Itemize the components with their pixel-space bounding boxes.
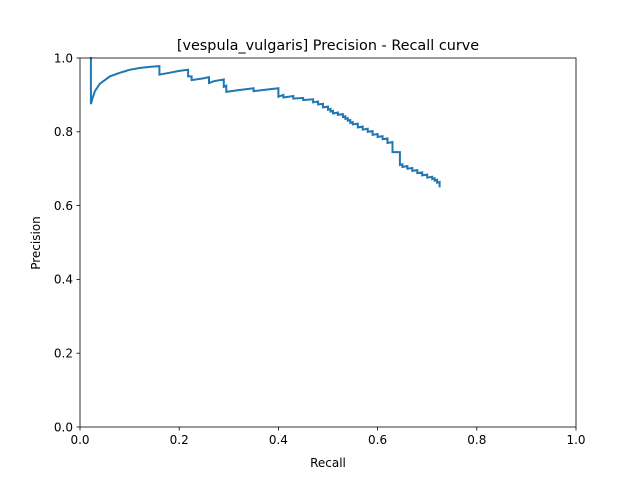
chart-title: [vespula_vulgaris] Precision - Recall cu… [177, 38, 479, 54]
y-tick-label: 0.6 [54, 199, 73, 213]
y-axis-label: Precision [29, 216, 43, 270]
y-axis-ticks: 0.0 0.2 0.4 0.6 0.8 1.0 [54, 51, 80, 434]
y-tick-label: 1.0 [54, 51, 73, 65]
y-tick-label: 0.8 [54, 125, 73, 139]
axes-frame [79, 57, 577, 428]
x-tick-label: 0.2 [170, 433, 189, 447]
x-tick-label: 0.6 [368, 433, 387, 447]
x-tick-label: 0.4 [269, 433, 288, 447]
x-axis-label: Recall [310, 456, 346, 470]
x-tick-label: 0.0 [70, 433, 89, 447]
plot-area [79, 57, 577, 428]
x-axis-ticks: 0.0 0.2 0.4 0.6 0.8 1.0 [70, 427, 586, 447]
x-tick-label: 1.0 [566, 433, 585, 447]
x-tick-label: 0.8 [467, 433, 486, 447]
pr-series-line [89, 57, 441, 188]
y-tick-label: 0.0 [54, 420, 73, 434]
y-tick-label: 0.4 [54, 273, 73, 287]
y-tick-label: 0.2 [54, 347, 73, 361]
